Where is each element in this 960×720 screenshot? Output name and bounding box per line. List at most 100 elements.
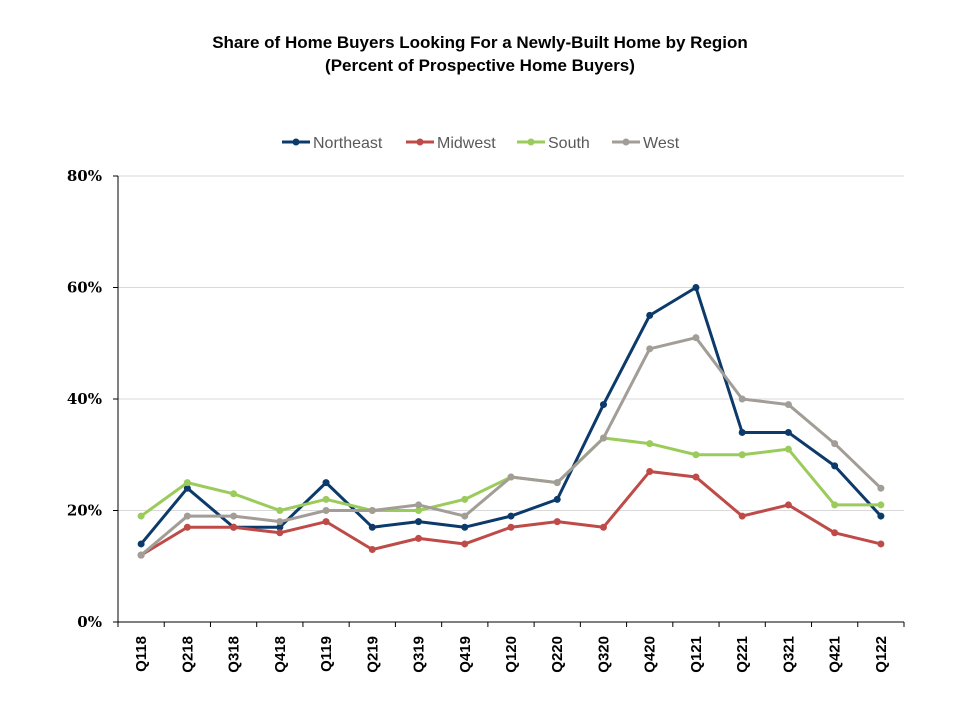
data-point: [368, 523, 376, 531]
series-northeast: [137, 284, 885, 548]
data-point: [183, 512, 191, 520]
data-point: [368, 507, 376, 514]
data-point: [738, 451, 746, 459]
data-point: [415, 534, 423, 542]
y-tick-label: 60%: [67, 279, 102, 297]
data-point: [877, 512, 885, 520]
data-point: [230, 523, 238, 531]
data-point: [738, 512, 746, 520]
series-group: [137, 284, 885, 559]
data-point: [461, 495, 469, 503]
data-point: [831, 501, 839, 509]
legend-swatch-marker: [292, 138, 300, 146]
x-tick-label: Q221: [734, 636, 751, 673]
x-tick-label: Q421: [827, 636, 844, 673]
legend-swatch-marker: [622, 138, 630, 146]
data-point: [461, 540, 469, 548]
gridlines: [118, 175, 904, 511]
y-tick-label: 80%: [67, 167, 102, 185]
x-tick-label: Q120: [503, 636, 520, 673]
legend-swatch-marker: [527, 138, 535, 146]
data-point: [322, 518, 330, 526]
x-tick-label: Q318: [226, 636, 243, 673]
data-point: [738, 428, 746, 436]
data-point: [276, 507, 284, 514]
x-tick-label: Q320: [595, 636, 612, 673]
data-point: [461, 523, 469, 531]
data-point: [461, 512, 469, 520]
y-tick-label: 40%: [67, 390, 102, 408]
data-point: [784, 445, 792, 453]
data-point: [183, 484, 191, 492]
series-line-west: [140, 336, 882, 557]
x-tick-label: Q319: [411, 636, 428, 673]
data-point: [507, 512, 515, 520]
y-tick-label: 0%: [77, 613, 102, 631]
data-point: [877, 501, 885, 509]
data-point: [738, 395, 746, 403]
axes: [113, 175, 905, 627]
y-axis-ticks: 0% 20% 40% 60% 80%: [67, 167, 102, 631]
legend-label: Midwest: [437, 135, 496, 152]
data-point: [137, 512, 145, 520]
x-tick-label: Q219: [364, 636, 381, 673]
data-point: [507, 473, 515, 481]
series-line-northeast: [139, 286, 882, 545]
data-point: [784, 501, 792, 509]
legend-label: West: [643, 135, 680, 152]
series-west: [137, 334, 885, 559]
data-point: [553, 495, 561, 503]
data-point: [183, 523, 191, 531]
series-midwest: [137, 467, 885, 559]
data-point: [276, 523, 284, 531]
legend-label: Northeast: [313, 135, 383, 152]
data-point: [415, 518, 423, 526]
data-point: [322, 495, 330, 503]
chart-title: Share of Home Buyers Looking For a Newly…: [212, 33, 748, 52]
data-point: [322, 479, 330, 487]
data-point: [230, 490, 238, 498]
x-tick-label: Q420: [642, 636, 659, 673]
data-point: [183, 479, 191, 487]
legend: Northeast Midwest South West: [282, 135, 680, 152]
data-point: [692, 451, 700, 459]
x-tick-label: Q121: [688, 636, 705, 673]
x-tick-label: Q218: [179, 636, 196, 673]
legend-swatch-marker: [416, 138, 424, 146]
data-point: [831, 440, 839, 448]
data-point: [692, 284, 700, 291]
x-tick-label: Q122: [873, 636, 890, 673]
x-tick-label: Q419: [457, 636, 474, 673]
data-point: [137, 540, 145, 548]
data-point: [692, 473, 700, 481]
x-tick-label: Q118: [133, 636, 150, 672]
data-point: [322, 507, 330, 514]
chart-subtitle: (Percent of Prospective Home Buyers): [325, 56, 635, 75]
data-point: [877, 484, 885, 492]
data-point: [368, 546, 376, 554]
data-point: [599, 523, 607, 531]
data-point: [599, 434, 607, 442]
data-point: [784, 401, 792, 409]
data-point: [553, 518, 561, 526]
x-axis-ticks: Q118 Q218 Q318 Q418 Q119 Q219 Q319 Q419 Q120 Q220…: [133, 636, 890, 673]
data-point: [784, 428, 792, 436]
data-point: [646, 440, 654, 448]
data-point: [646, 467, 654, 475]
y-tick-label: 20%: [67, 502, 102, 520]
x-tick-label: Q321: [780, 636, 797, 673]
data-point: [415, 507, 423, 514]
legend-label: South: [548, 135, 590, 152]
data-point: [230, 512, 238, 520]
x-tick-label: Q119: [318, 636, 335, 672]
data-point: [276, 518, 284, 526]
data-point: [415, 501, 423, 509]
data-point: [646, 345, 654, 353]
data-point: [553, 479, 561, 487]
data-point: [877, 540, 885, 548]
data-point: [276, 529, 284, 537]
data-point: [692, 334, 700, 342]
x-tick-label: Q220: [549, 636, 566, 673]
x-tick-label: Q418: [272, 636, 289, 673]
